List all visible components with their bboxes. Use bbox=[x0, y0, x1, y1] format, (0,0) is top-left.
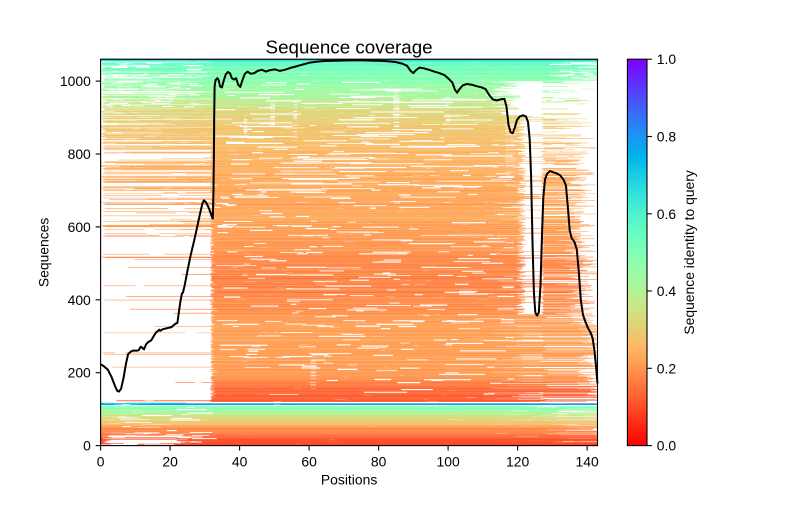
svg-text:40: 40 bbox=[232, 454, 248, 470]
svg-text:200: 200 bbox=[68, 365, 91, 381]
svg-text:0: 0 bbox=[83, 438, 91, 454]
svg-text:Sequences: Sequences bbox=[36, 218, 52, 288]
svg-text:0.6: 0.6 bbox=[657, 206, 677, 222]
svg-text:20: 20 bbox=[162, 454, 178, 470]
svg-text:0: 0 bbox=[97, 454, 105, 470]
svg-text:1.0: 1.0 bbox=[657, 51, 677, 67]
svg-text:1000: 1000 bbox=[60, 73, 91, 89]
svg-text:400: 400 bbox=[68, 292, 91, 308]
svg-text:0.8: 0.8 bbox=[657, 129, 677, 145]
svg-text:140: 140 bbox=[576, 454, 599, 470]
svg-text:0.2: 0.2 bbox=[657, 360, 677, 376]
svg-text:Sequence identity to query: Sequence identity to query bbox=[681, 170, 697, 335]
svg-text:600: 600 bbox=[68, 219, 91, 235]
svg-text:0.0: 0.0 bbox=[657, 438, 677, 454]
svg-text:Sequence coverage: Sequence coverage bbox=[266, 37, 433, 58]
svg-text:800: 800 bbox=[68, 146, 91, 162]
svg-text:Positions: Positions bbox=[321, 471, 377, 487]
svg-text:80: 80 bbox=[371, 454, 387, 470]
svg-text:100: 100 bbox=[437, 454, 460, 470]
svg-text:60: 60 bbox=[301, 454, 317, 470]
svg-text:120: 120 bbox=[506, 454, 529, 470]
svg-text:0.4: 0.4 bbox=[657, 283, 677, 299]
